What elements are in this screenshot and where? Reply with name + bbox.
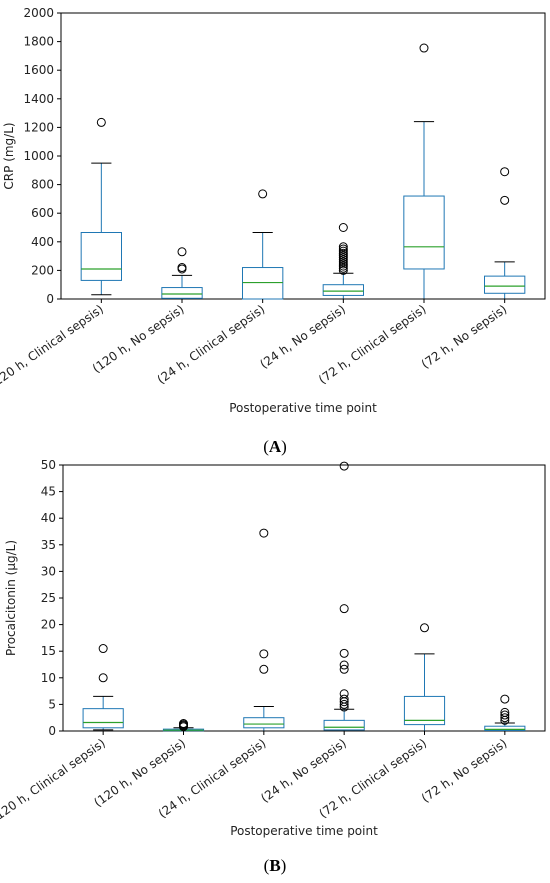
panel-b-outlier-point [339, 461, 349, 471]
panel-a-outlier-point [338, 242, 348, 252]
panel-b-x-tick-label: (24 h, No sepsis) [258, 736, 349, 805]
panel-a-box [322, 284, 364, 296]
panel-b-outlier-point [259, 664, 269, 674]
panel-b-outlier-point [98, 673, 108, 683]
panel-a-box [242, 267, 284, 300]
panel-a-chart: 0 200 400 600 800 1000 1200 1400 1600 1800 2000 CRP… [0, 6, 546, 415]
panel-a-outlier-point [177, 247, 187, 257]
panel-a-outlier-point [338, 246, 348, 256]
panel-a-outlier-point [96, 117, 106, 127]
panel-b-y-tick-label: 20 [41, 618, 56, 632]
panel-b-axes-frame [62, 464, 546, 732]
panel-b-outlier-point [339, 660, 349, 670]
panel-b-outlier-point [179, 719, 188, 729]
panel-a-y-tick-label: 200 [31, 263, 54, 277]
panel-a-y-tick-label: 1800 [23, 35, 54, 49]
panel-b-y-tick-label: 0 [48, 724, 56, 738]
panel-a-outlier-point [500, 167, 510, 177]
panel-b-outlier-point [339, 604, 349, 614]
panel-a-y-tick-label: 400 [31, 235, 54, 249]
panel-b-y-tick-label: 10 [41, 671, 56, 685]
panel-a-box [403, 195, 445, 270]
panel-a-y-axis-label: CRP (mg/L) [2, 122, 16, 189]
panel-b-outlier-point [500, 707, 510, 717]
panel-a-outlier-point [338, 263, 348, 273]
panel-b-y-tick-label: 45 [41, 485, 56, 499]
panel-a-label: (A) [263, 437, 287, 456]
panel-a-outlier-point [338, 223, 348, 232]
panel-a-label-text: (A) [263, 437, 287, 456]
panel-a-y-tick-label: 1600 [23, 63, 54, 77]
panel-a-y-tick-label: 1400 [23, 92, 54, 106]
panel-b-x-axis-label: Postoperative time point [230, 824, 378, 838]
panel-a-y-tick-label: 1200 [23, 120, 54, 134]
panel-b-box [403, 695, 446, 726]
panel-b-label-text: (B) [264, 856, 287, 875]
panel-b-y-tick-label: 40 [41, 511, 56, 525]
panel-b-y-tick-label: 30 [41, 564, 56, 578]
panel-b-y-tick-label: 15 [41, 644, 56, 658]
panel-a-y-tick-label: 2000 [23, 6, 54, 20]
panel-a-outlier-point [419, 43, 429, 53]
panel-b-outlier-point [420, 623, 429, 633]
panel-a-outlier-point [338, 253, 348, 263]
panel-a-y-tick-label: 800 [31, 178, 54, 192]
panel-a-outlier-point [338, 244, 348, 254]
panel-a-outlier-point [338, 265, 348, 275]
panel-b-outlier-point [500, 694, 510, 704]
panel-a-y-tick-label: 600 [31, 206, 54, 220]
panel-b-box [243, 717, 285, 729]
panel-b-outlier-point [98, 644, 108, 654]
panel-a-y-tick-label: 1000 [23, 149, 54, 163]
panel-b-x-tick-label: (120 h, Clinical sepsis) [0, 736, 108, 825]
panel-a-outlier-point [258, 189, 268, 199]
panel-b-outlier-point [259, 649, 269, 659]
panel-b-y-tick-label: 25 [41, 591, 56, 605]
panel-b-outlier-point [339, 664, 349, 674]
panel-b-outlier-point [500, 713, 510, 723]
panel-b-y-axis-label: Procalcitonin (µg/L) [4, 540, 18, 656]
panel-b-chart: 0 5 10 15 20 25 30 35 40 45 50 Procalcitonin (µg/L)… [0, 458, 546, 838]
panel-a-outlier-point [338, 248, 348, 258]
panel-a-x-axis-label: Postoperative time point [229, 401, 377, 415]
panel-b-x-tick-label: (72 h, No sepsis) [419, 736, 510, 805]
panel-a-outlier-point [338, 255, 348, 265]
panel-b-y-tick-label: 5 [48, 697, 56, 711]
panel-a-outlier-point [500, 195, 510, 205]
panel-a-box [80, 232, 122, 281]
panel-b-box [323, 719, 365, 731]
panel-a-x-tick-label: (24 h, No sepsis) [257, 302, 348, 371]
panel-b-box [82, 708, 124, 729]
panel-a-y-tick-label: 0 [46, 292, 54, 306]
panel-a-box [484, 275, 526, 294]
panel-b-outlier-point [259, 528, 269, 538]
panel-b-y-tick-label: 50 [41, 458, 56, 472]
panel-b-box [484, 725, 526, 731]
panel-b-outlier-point [339, 699, 349, 709]
panel-b-outlier-point [500, 710, 510, 720]
panel-a-x-tick-label: (120 h, Clinical sepsis) [0, 302, 106, 391]
panel-a-box [161, 287, 203, 299]
panel-b-outlier-point [339, 694, 349, 704]
panel-a-outlier-point [338, 250, 348, 260]
panel-a-outlier-point [177, 263, 187, 273]
panel-a-outlier-point [338, 259, 348, 269]
panel-b-outlier-point [339, 689, 349, 699]
panel-b-outlier-point [339, 648, 349, 658]
panel-a-outlier-point [338, 261, 348, 271]
panel-a-axes-frame [60, 12, 546, 300]
panel-a-x-tick-label: (72 h, No sepsis) [419, 302, 510, 371]
panel-a-outlier-point [338, 257, 348, 267]
panel-b-y-tick-label: 35 [41, 538, 56, 552]
panel-b-label: (B) [264, 856, 287, 875]
